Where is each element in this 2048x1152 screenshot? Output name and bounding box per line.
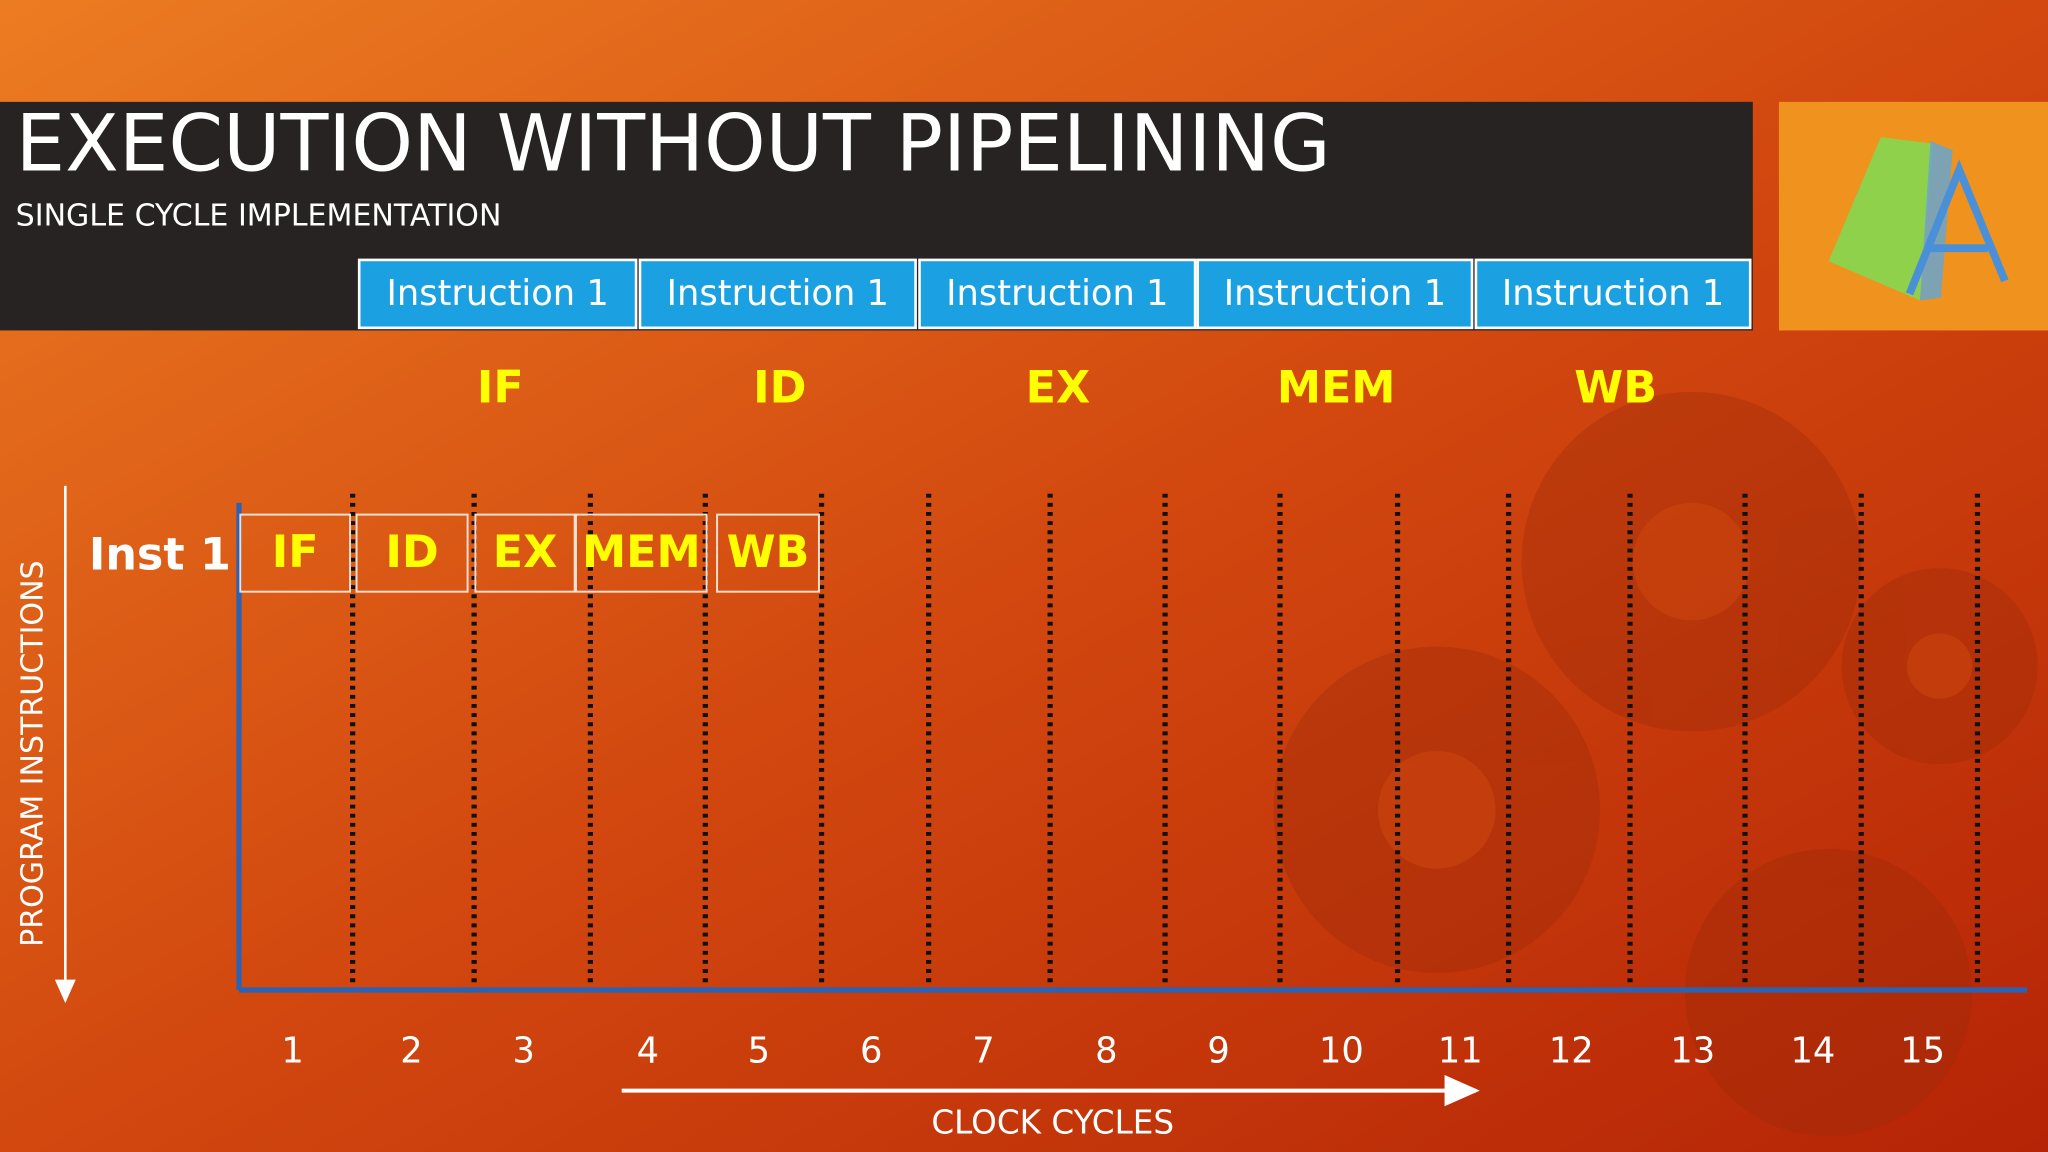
instruction-box xyxy=(357,258,638,330)
subtitle: SINGLE CYCLE IMPLEMENTATION xyxy=(16,198,502,233)
title: EXECUTION WITHOUT PIPELINING xyxy=(16,98,1331,189)
stage-label: IF xyxy=(477,363,524,414)
clock-cycle: 15 xyxy=(1900,1031,1945,1072)
logo xyxy=(1778,101,2048,331)
clock-cycle: 7 xyxy=(972,1031,994,1072)
clock-cycle: 11 xyxy=(1438,1031,1483,1072)
instruction-label: Instruction 1 xyxy=(667,273,889,314)
stage-label: WB xyxy=(1574,363,1657,414)
y-axis-label: PROGRAM INSTRUCTIONS xyxy=(15,560,50,946)
clock-cycle: 2 xyxy=(400,1031,422,1072)
clock-cycle: 13 xyxy=(1670,1031,1715,1072)
row-label: Inst 1 xyxy=(89,530,231,581)
instruction-box xyxy=(918,258,1197,330)
clock-cycle: 8 xyxy=(1095,1031,1117,1072)
clock-cycle: 3 xyxy=(513,1031,535,1072)
instruction-label: Instruction 1 xyxy=(1224,273,1446,314)
clock-cycle: 4 xyxy=(637,1031,659,1072)
stage-cell xyxy=(239,513,352,593)
stage-label: MEM xyxy=(1277,363,1396,414)
clock-cycle: 5 xyxy=(748,1031,770,1072)
clock-cycle: 9 xyxy=(1207,1031,1229,1072)
x-axis-label: CLOCK CYCLES xyxy=(931,1104,1174,1142)
stage-cell xyxy=(716,513,820,593)
instruction-label: Instruction 1 xyxy=(1502,273,1724,314)
stage-cell-label: IF xyxy=(272,527,319,578)
stage-cell xyxy=(474,513,576,593)
stage-cell xyxy=(355,513,469,593)
stage-cell xyxy=(575,513,708,593)
stage-cell-label: WB xyxy=(727,527,810,578)
clock-cycle: 1 xyxy=(281,1031,303,1072)
stage-cell-label: ID xyxy=(385,527,438,578)
clock-cycle: 10 xyxy=(1319,1031,1364,1072)
instruction-label: Instruction 1 xyxy=(386,273,608,314)
clock-cycle: 14 xyxy=(1790,1031,1835,1072)
instruction-box xyxy=(638,258,917,330)
clock-cycle: 6 xyxy=(860,1031,882,1072)
stage-cell-label: MEM xyxy=(582,527,701,578)
stage-label: ID xyxy=(753,363,806,414)
instruction-label: Instruction 1 xyxy=(946,273,1168,314)
instruction-box xyxy=(1196,258,1474,330)
clock-cycle: 12 xyxy=(1549,1031,1594,1072)
stage-cell-label: EX xyxy=(493,527,558,578)
instruction-box xyxy=(1474,258,1752,330)
stage-label: EX xyxy=(1026,363,1091,414)
